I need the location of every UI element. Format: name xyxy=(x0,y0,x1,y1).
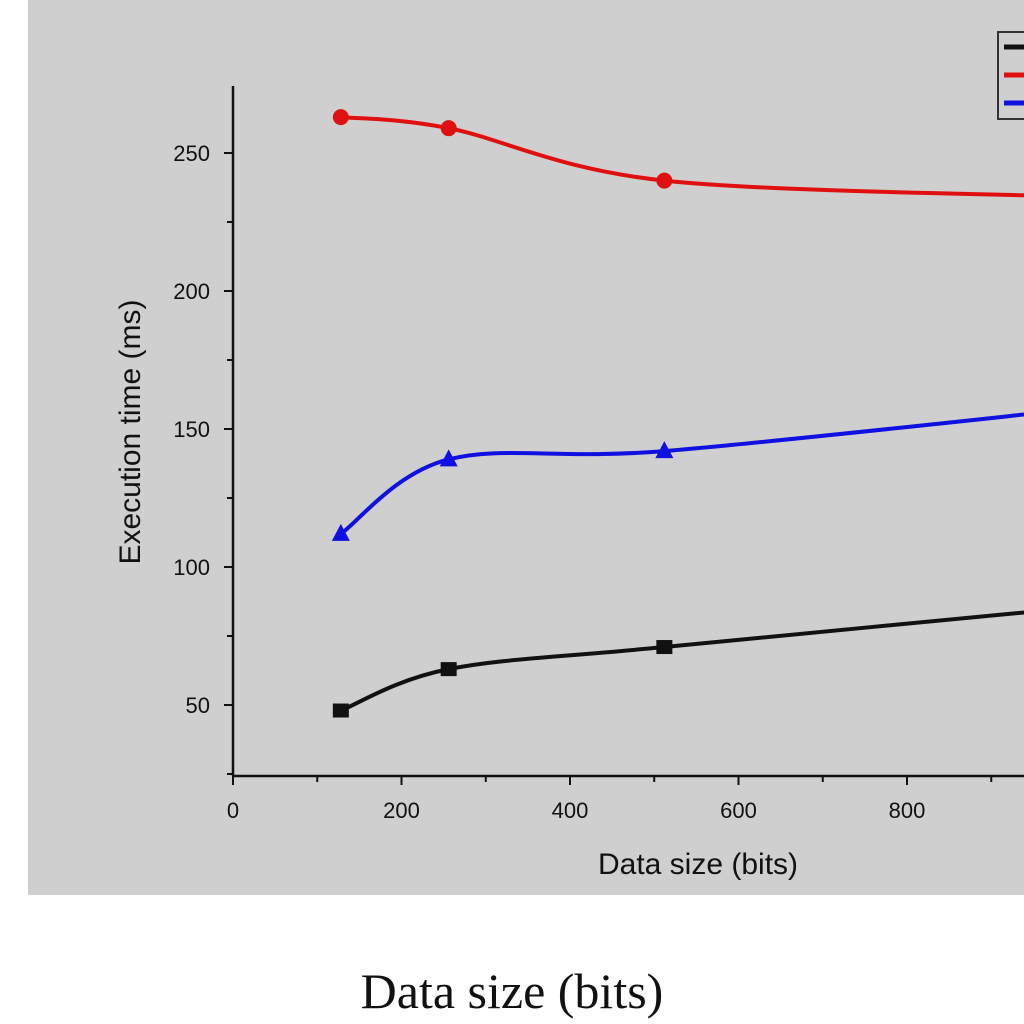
data-point xyxy=(439,449,458,467)
y-tick-label: 50 xyxy=(186,693,210,718)
y-axis-title: Execution time (ms) xyxy=(114,299,147,564)
data-point xyxy=(332,109,349,126)
series-line xyxy=(340,610,1024,713)
axes: 0 200 400 600 800 50 100 150 200 250 xyxy=(173,86,1024,823)
data-point xyxy=(440,662,457,677)
data-point xyxy=(331,523,350,541)
y-tick-label: 250 xyxy=(173,141,210,166)
x-axis-title: Data size (bits) xyxy=(598,848,798,881)
series-layer xyxy=(331,109,1024,718)
series-line xyxy=(340,115,1024,198)
series-3 xyxy=(331,412,1024,541)
y-tick-label: 100 xyxy=(173,555,210,580)
series-2 xyxy=(332,109,1024,198)
series-1 xyxy=(332,610,1024,718)
x-tick-label: 0 xyxy=(227,798,239,823)
x-tick-label: 200 xyxy=(383,798,420,823)
data-point xyxy=(332,703,349,718)
legend xyxy=(997,31,1024,120)
x-tick-label: 400 xyxy=(552,798,589,823)
data-point xyxy=(656,640,673,655)
x-tick-label: 600 xyxy=(720,798,757,823)
series-line xyxy=(339,412,1024,536)
y-tick-label: 200 xyxy=(173,279,210,304)
figure-caption: Data size (bits) xyxy=(360,963,664,1019)
y-tick-label: 150 xyxy=(173,417,210,442)
x-tick-label: 800 xyxy=(889,798,926,823)
data-point xyxy=(656,172,673,189)
data-point xyxy=(440,120,457,137)
data-point xyxy=(655,441,674,459)
